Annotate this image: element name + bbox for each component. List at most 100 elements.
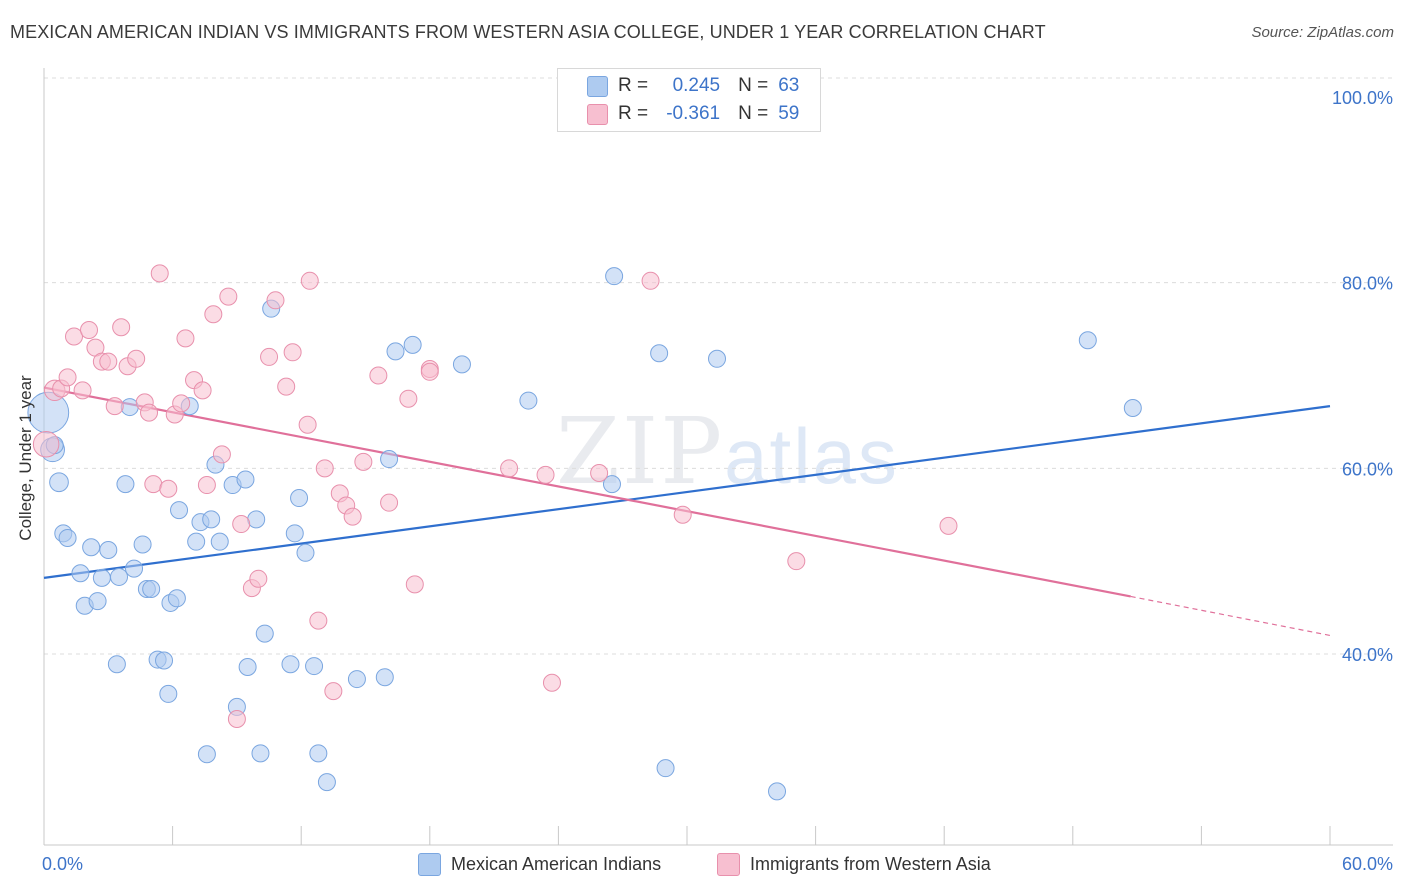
point-immigrants-western-asia [590,463,609,482]
point-mexican-american-indians [202,510,221,529]
watermark-atlas: atlas [724,412,899,500]
point-immigrants-western-asia [58,368,77,387]
point-immigrants-western-asia [112,318,131,337]
point-mexican-american-indians [210,532,229,551]
point-immigrants-western-asia [260,347,279,366]
legend-r-label: R = [618,75,649,96]
point-immigrants-western-asia [65,327,84,346]
point-immigrants-western-asia [219,287,238,306]
legend-n-value: 59 [778,103,800,124]
point-mexican-american-indians [170,501,189,520]
point-immigrants-western-asia [399,389,418,408]
legend-r-label: R = [618,103,649,124]
point-immigrants-western-asia [127,349,146,368]
x-tick-label: 0.0% [42,854,83,874]
point-immigrants-western-asia [212,445,231,464]
point-mexican-american-indians [305,657,324,676]
point-immigrants-western-asia [354,452,373,471]
point-immigrants-western-asia [32,430,60,458]
point-mexican-american-indians [49,472,69,493]
point-mexican-american-indians [236,470,255,489]
point-mexican-american-indians [116,475,135,494]
source-credit: Source: ZipAtlas.com [1251,24,1394,41]
point-immigrants-western-asia [227,709,246,728]
point-mexican-american-indians [656,759,675,778]
y-tick-label: 80.0% [1342,274,1393,294]
watermark: ZIPatlas [556,398,899,505]
point-mexican-american-indians [238,657,257,676]
point-mexican-american-indians [107,655,126,674]
point-immigrants-western-asia [176,329,195,348]
point-mexican-american-indians [88,592,107,611]
point-mexican-american-indians [317,773,336,792]
axes [43,68,1393,846]
point-immigrants-western-asia [99,352,118,371]
point-mexican-american-indians [142,580,161,599]
x-tick-label: 60.0% [1342,854,1393,874]
bottom-legend-label-pink: Immigrants from Western Asia [750,853,991,874]
chart-title: MEXICAN AMERICAN INDIAN VS IMMIGRANTS FR… [10,22,1046,42]
y-tick-label: 40.0% [1342,645,1393,665]
legend-row-pink: R = -0.361 N = 59 [618,102,799,126]
correlation-legend: R = 0.245 N = 63 R = -0.361 N = 59 [557,68,821,132]
legend-row-blue: R = 0.245 N = 63 [618,74,799,98]
watermark-zip: ZIP [556,398,725,505]
point-immigrants-western-asia [542,673,561,692]
bottom-legend-swatch-blue [418,852,441,876]
point-immigrants-western-asia [939,516,958,535]
point-mexican-american-indians [768,782,787,801]
bottom-legend-swatch-pink [717,852,740,876]
point-immigrants-western-asia [536,465,555,484]
point-immigrants-western-asia [73,381,92,400]
y-axis-label: College, Under 1 year [16,375,35,541]
point-immigrants-western-asia [343,507,362,526]
point-mexican-american-indians [403,335,422,354]
point-immigrants-western-asia [641,271,660,290]
legend-n-value: 63 [778,75,800,96]
point-mexican-american-indians [99,541,118,560]
point-mexican-american-indians [290,489,309,508]
point-mexican-american-indians [1078,331,1097,350]
point-immigrants-western-asia [315,459,334,478]
data-points [27,264,1142,801]
point-immigrants-western-asia [369,366,388,385]
point-mexican-american-indians [255,624,274,643]
point-immigrants-western-asia [150,264,169,283]
point-immigrants-western-asia [298,415,317,434]
point-immigrants-western-asia [193,381,212,400]
trend-line-blue [43,405,1331,579]
trend-line-pink-extension [1130,595,1331,637]
point-mexican-american-indians [187,532,206,551]
point-mexican-american-indians [133,535,152,554]
point-immigrants-western-asia [197,476,216,495]
point-immigrants-western-asia [309,611,328,630]
point-mexican-american-indians [159,684,178,703]
legend-n-label: N = [738,103,769,124]
point-immigrants-western-asia [324,682,343,701]
point-mexican-american-indians [452,355,471,374]
point-immigrants-western-asia [249,569,268,588]
point-mexican-american-indians [71,564,90,583]
point-mexican-american-indians [650,344,669,363]
point-immigrants-western-asia [144,475,163,494]
trend-lines [43,386,1331,637]
point-mexican-american-indians [605,267,624,286]
point-mexican-american-indians [309,744,328,763]
point-mexican-american-indians [1123,398,1142,417]
point-mexican-american-indians [519,391,538,410]
point-mexican-american-indians [197,745,216,764]
point-immigrants-western-asia [283,343,302,362]
point-mexican-american-indians [167,589,186,608]
point-immigrants-western-asia [380,493,399,512]
point-mexican-american-indians [386,342,405,361]
point-immigrants-western-asia [159,479,178,498]
legend-swatch-pink [587,104,608,125]
point-immigrants-western-asia [500,459,519,478]
point-immigrants-western-asia [105,397,124,416]
point-immigrants-western-asia [300,271,319,290]
point-mexican-american-indians [120,398,139,417]
bottom-legend-item-blue: Mexican American Indians [418,851,661,877]
point-mexican-american-indians [708,349,727,368]
point-mexican-american-indians [380,450,399,469]
point-immigrants-western-asia [787,552,806,571]
